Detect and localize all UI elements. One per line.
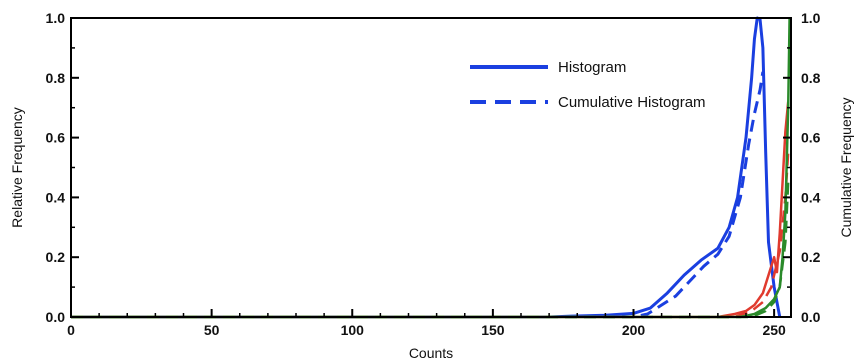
y-tick-label: 0.0 — [46, 309, 66, 325]
x-axis-title: Counts — [409, 345, 453, 361]
y2-tick-label: 0.6 — [801, 130, 821, 146]
tick-layer: 0 50 100 150 200 250 0.0 0.2 0.4 0.6 0.8 1.0 0.0 0.2 0… — [46, 10, 821, 338]
series-line-2 — [71, 101, 790, 319]
y2-axis-title: Cumulative Frequency — [838, 97, 854, 237]
x-tick-label: 50 — [204, 322, 220, 338]
series-line-1 — [71, 71, 765, 319]
x-tick-label: 250 — [762, 322, 786, 338]
series-line-5 — [71, 182, 790, 319]
series-line-4 — [71, 17, 791, 319]
y-axis-title: Relative Frequency — [9, 107, 25, 228]
y2-tick-label: 0.8 — [801, 70, 821, 86]
y2-tick-label: 0.2 — [801, 249, 821, 265]
plot-border — [70, 17, 792, 318]
legend: Histogram Cumulative Histogram — [470, 59, 706, 111]
y2-tick-label: 0.0 — [801, 309, 821, 325]
x-tick-label: 150 — [481, 322, 505, 338]
y-tick-label: 1.0 — [46, 10, 66, 26]
y-tick-label: 0.2 — [46, 249, 66, 265]
y-tick-label: 0.6 — [46, 130, 66, 146]
series-line-0 — [71, 16, 782, 319]
y-tick-label: 0.8 — [46, 70, 66, 86]
series-layer — [71, 16, 791, 319]
y-tick-label: 0.4 — [46, 189, 66, 205]
y2-tick-label: 0.4 — [801, 189, 821, 205]
plot-frame — [70, 17, 792, 318]
y2-tick-label: 1.0 — [801, 10, 821, 26]
x-tick-label: 200 — [622, 322, 646, 338]
x-tick-label: 100 — [341, 322, 365, 338]
legend-label-0: Histogram — [558, 59, 626, 76]
x-tick-label: 0 — [67, 322, 75, 338]
legend-label-1: Cumulative Histogram — [558, 94, 706, 111]
